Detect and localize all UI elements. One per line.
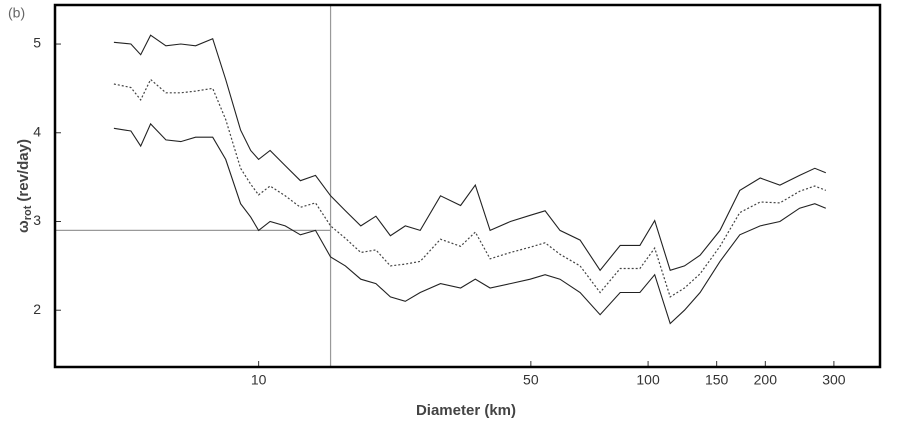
x-tick-label: 300 — [822, 372, 846, 388]
x-tick-label: 10 — [251, 372, 267, 388]
panel-label: (b) — [8, 5, 25, 21]
plot-frame — [53, 3, 882, 369]
x-axis-label: Diameter (km) — [416, 402, 516, 419]
y-tick-label: 3 — [33, 212, 41, 228]
y-tick-label: 5 — [33, 35, 41, 51]
x-tick-label: 100 — [636, 372, 660, 388]
x-tick-label: 150 — [705, 372, 729, 388]
y-tick-label: 2 — [33, 301, 41, 317]
y-label-symbol: ω — [15, 220, 32, 233]
y-label-unit: (rev/day) — [15, 139, 32, 202]
x-tick-label: 50 — [523, 372, 539, 388]
x-tick-label: 200 — [754, 372, 778, 388]
y-axis-label: ωrot (rev/day) — [15, 139, 34, 233]
y-tick-label: 4 — [33, 123, 41, 139]
series-line — [113, 122, 827, 325]
series-line — [113, 34, 827, 272]
y-label-subscript: rot — [22, 205, 34, 220]
series-line — [113, 78, 827, 298]
